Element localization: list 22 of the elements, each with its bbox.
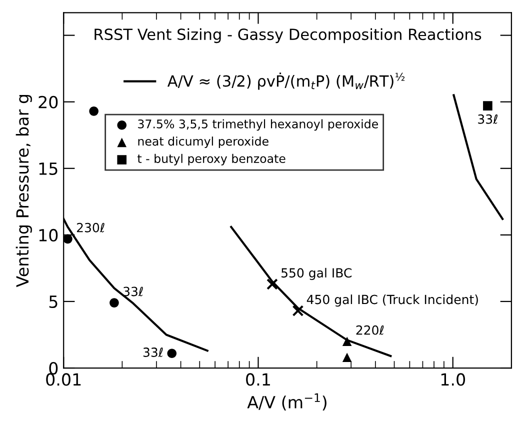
y-tick-label: 0	[49, 362, 58, 375]
annotation: 450 gal IBC (Truck Incident)	[306, 294, 478, 307]
annotation: 550 gal IBC	[282, 268, 352, 280]
annotation: 33ℓ	[478, 114, 498, 124]
legend-label: 37.5% 3,5,5 trimethyl hexanoyl peroxide	[138, 119, 378, 131]
y-tick-label: 10	[39, 228, 58, 242]
annotation: 220ℓ	[356, 325, 384, 335]
y-tick-label: 20	[38, 96, 58, 108]
x-tick-label: 1.0	[441, 373, 466, 386]
y-tick-label: 15	[39, 162, 58, 175]
y-axis-title: Venting Pressure, bar g	[16, 94, 32, 288]
text: RSST Vent Sizing - Gassy Decomposition Reactions	[94, 28, 482, 44]
x-tick-label: 0.01	[46, 373, 81, 386]
legend-label: t - butyl peroxy benzoate	[138, 154, 286, 166]
annotation: 230ℓ	[76, 222, 104, 232]
annotation: 33ℓ	[124, 286, 143, 296]
x-tick-label: 0.1	[246, 373, 270, 386]
x-axis-title: A/V (m$^{−1}$)	[247, 393, 326, 411]
legend-label: neat dicumyl peroxide	[138, 136, 268, 148]
legend-label: A/V ≈ (3/2) ρvṖ/(m$_{t}$P) (M$_{w}$/RT)$^{½}$	[167, 72, 405, 90]
annotation: 33ℓ	[143, 348, 163, 357]
y-tick-label: 5	[49, 296, 58, 308]
